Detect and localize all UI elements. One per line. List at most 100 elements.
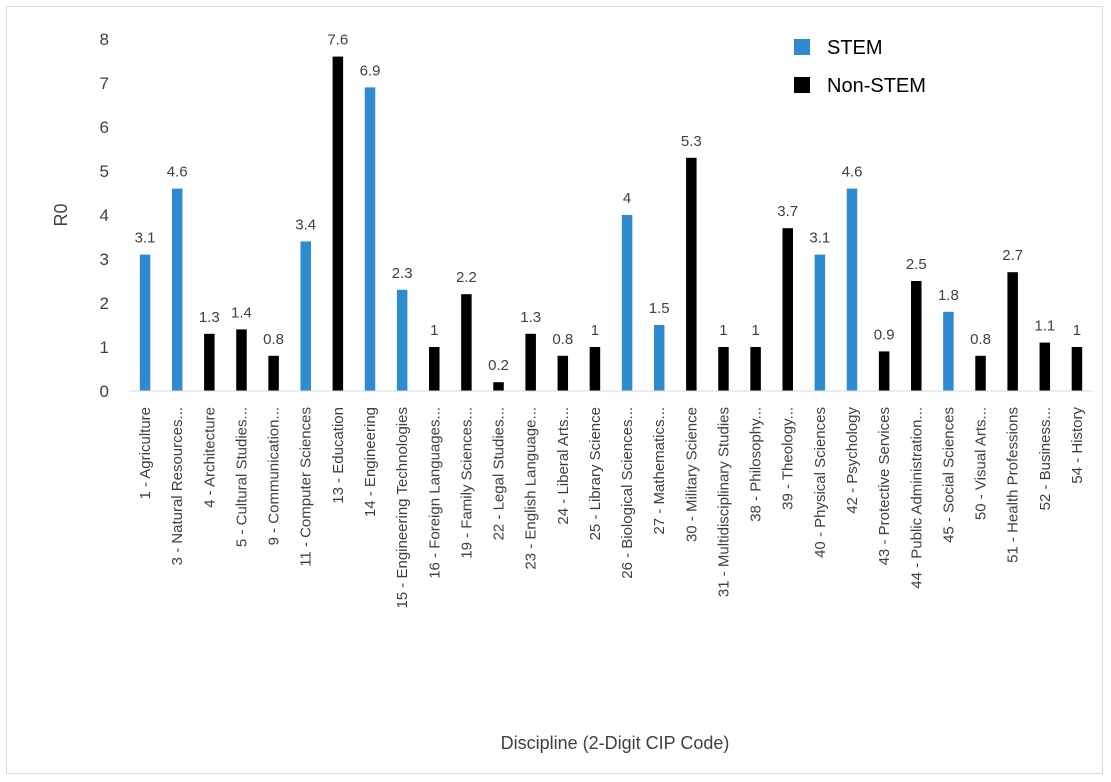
data-label: 1 — [1073, 322, 1081, 339]
data-label: 6.9 — [360, 62, 381, 79]
x-tick-label: 25 - Library Science — [587, 407, 604, 540]
x-tick-label: 39 - Theology... — [780, 407, 797, 510]
data-label: 0.8 — [552, 331, 573, 348]
bar — [557, 355, 569, 391]
data-label: 1.8 — [938, 287, 959, 304]
data-label: 1 — [430, 322, 438, 339]
bar — [589, 347, 601, 391]
data-label: 1.3 — [199, 309, 220, 326]
y-tick-label: 6 — [100, 118, 109, 137]
data-label: 1 — [719, 322, 727, 339]
y-axis-ticks: 0 1 2 3 4 5 6 7 8 — [100, 30, 109, 401]
data-label: 2.3 — [392, 265, 413, 282]
data-label: 4.6 — [167, 164, 188, 181]
y-tick-label: 8 — [100, 30, 109, 49]
x-tick-label: 14 - Engineering — [362, 407, 379, 517]
data-label: 2.2 — [456, 269, 477, 286]
legend: STEM Non-STEM — [794, 37, 926, 97]
x-tick-label: 50 - Visual Arts... — [973, 407, 990, 520]
bar — [525, 333, 536, 391]
bar — [686, 157, 697, 391]
bar — [621, 215, 633, 391]
y-tick-label: 4 — [100, 206, 109, 225]
data-label: 7.6 — [327, 32, 348, 49]
y-tick-label: 3 — [100, 250, 109, 269]
x-tick-label: 40 - Physical Sciences — [812, 407, 829, 558]
data-label: 1 — [751, 322, 759, 339]
legend-swatch — [794, 39, 810, 55]
bar-chart: 0 1 2 3 4 5 6 7 8 3.1 4.6 1.3 1.4 0.8 3.4 7.6 6.9 2.3 1 2.… — [51, 30, 1093, 753]
data-label: 2.7 — [1002, 247, 1023, 264]
x-tick-label: 22 - Legal Studies... — [491, 407, 508, 540]
bar — [878, 351, 890, 391]
data-label: 0.9 — [874, 326, 895, 343]
bar — [300, 241, 311, 391]
data-label: 2.5 — [906, 256, 927, 273]
data-label: 3.1 — [135, 230, 156, 247]
x-tick-label: 9 - Communication... — [266, 407, 283, 545]
data-label: 3.4 — [295, 216, 316, 233]
data-label: 1.3 — [520, 309, 541, 326]
x-tick-label: 19 - Family Sciences... — [458, 407, 475, 559]
y-tick-label: 0 — [100, 382, 109, 401]
y-tick-label: 2 — [100, 294, 109, 313]
bar — [332, 56, 344, 391]
x-tick-label: 31 - Multidisciplinary Studies — [715, 407, 732, 597]
y-tick-label: 5 — [100, 162, 109, 181]
bar — [204, 333, 215, 391]
bar — [943, 311, 954, 391]
data-label: 1.5 — [649, 300, 670, 317]
x-tick-label: 4 - Architecture — [201, 407, 218, 508]
y-axis-title: R0 — [51, 203, 71, 226]
bar — [1039, 342, 1051, 391]
x-tick-label: 23 - English Language... — [523, 407, 540, 570]
x-tick-label: 52 - Business... — [1037, 407, 1054, 510]
bar — [139, 254, 151, 391]
bar — [268, 355, 279, 391]
bars — [139, 56, 1083, 392]
x-tick-label: 44 - Public Administration... — [908, 407, 925, 589]
bar — [975, 355, 986, 391]
bar — [750, 347, 761, 391]
bar — [1071, 347, 1083, 391]
x-tick-label: 38 - Philosophy... — [748, 407, 765, 522]
x-axis-title: Discipline (2-Digit CIP Code) — [501, 733, 730, 753]
x-tick-label: 16 - Foreign Languages... — [426, 407, 443, 579]
x-tick-label: 5 - Cultural Studies... — [233, 407, 250, 547]
bar — [461, 294, 472, 391]
data-label: 0.8 — [263, 331, 284, 348]
data-label: 0.8 — [970, 331, 991, 348]
bar — [718, 347, 729, 391]
x-tick-label: 11 - Computer Sciences — [298, 407, 315, 567]
data-label: 4.6 — [842, 164, 863, 181]
x-tick-label: 54 - History — [1069, 407, 1086, 484]
x-tick-label: 13 - Education — [330, 407, 347, 504]
x-tick-label: 15 - Engineering Technologies — [394, 407, 411, 609]
bar — [653, 325, 665, 391]
bar — [846, 188, 858, 391]
legend-label: STEM — [827, 37, 883, 59]
bar — [171, 188, 183, 391]
data-label: 1.4 — [231, 304, 252, 321]
bar — [782, 228, 793, 391]
legend-swatch — [794, 77, 810, 93]
data-label: 3.7 — [777, 203, 798, 220]
data-labels: 3.1 4.6 1.3 1.4 0.8 3.4 7.6 6.9 2.3 1 2.2 0.2 1.3 0.8… — [135, 32, 1081, 375]
bar — [429, 347, 440, 391]
data-label: 5.3 — [681, 133, 702, 150]
x-axis-ticks: 1 - Agriculture 3 - Natural Resources... 4… — [137, 407, 1086, 609]
x-tick-label: 43 - Protective Services — [876, 407, 893, 565]
bar — [236, 329, 247, 391]
bar — [814, 254, 826, 391]
x-tick-label: 24 - Liberal Arts... — [555, 407, 572, 525]
x-tick-label: 1 - Agriculture — [137, 407, 154, 500]
data-label: 1.1 — [1034, 318, 1055, 335]
x-tick-label: 51 - Health Professions — [1005, 407, 1022, 563]
x-tick-label: 42 - Psychology — [844, 407, 861, 514]
legend-label: Non-STEM — [827, 75, 926, 97]
x-tick-label: 30 - Military Science — [683, 407, 700, 542]
data-label: 3.1 — [809, 230, 830, 247]
bar — [396, 289, 408, 391]
x-tick-label: 27 - Mathematics... — [651, 407, 668, 535]
chart-frame: 0 1 2 3 4 5 6 7 8 3.1 4.6 1.3 1.4 0.8 3.4 7.6 6.9 2.3 1 2.… — [6, 6, 1103, 774]
